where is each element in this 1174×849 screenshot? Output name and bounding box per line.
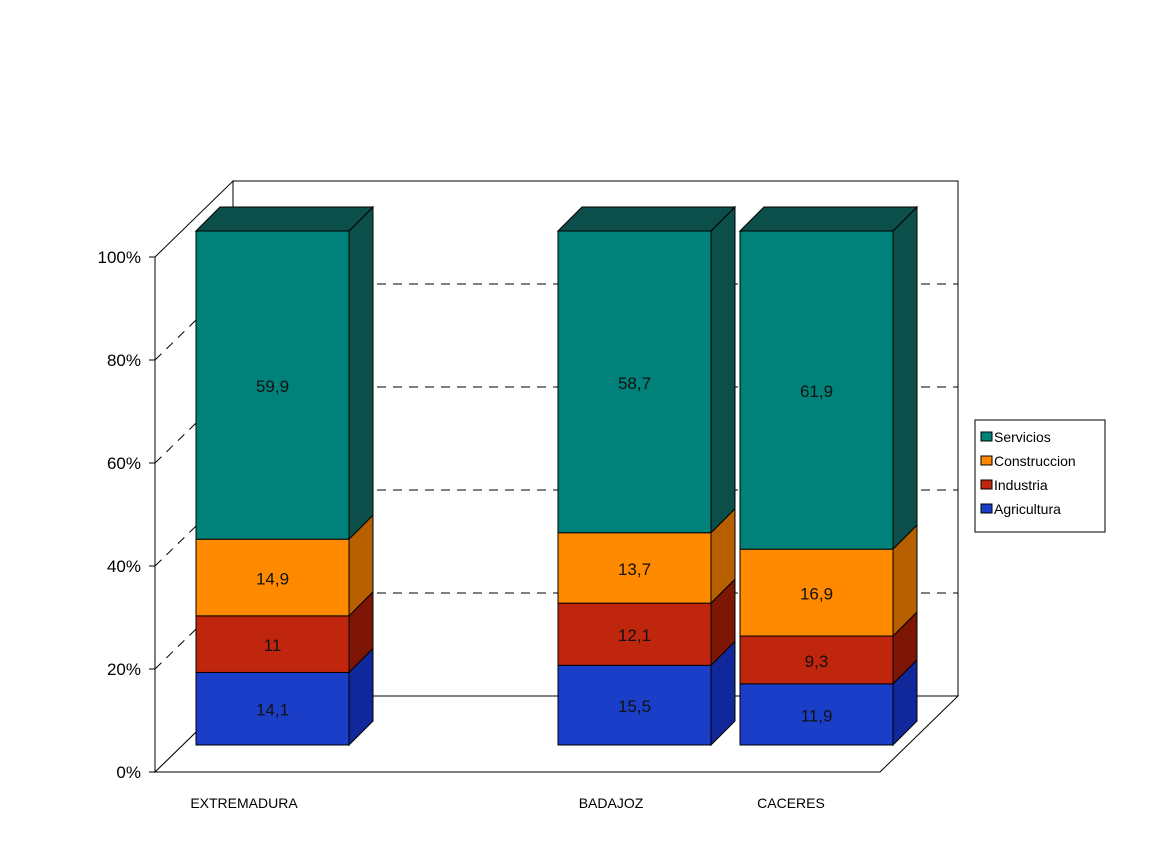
legend-box — [974, 419, 1106, 533]
bar-segment-servicios — [557, 230, 712, 534]
legend-label: Agricultura — [994, 501, 1061, 517]
bar-side-servicios — [348, 205, 374, 541]
bar-segment-construccion — [195, 538, 350, 617]
data-label: 9,3 — [805, 652, 829, 671]
data-label: 16,9 — [800, 585, 833, 604]
bar-segment-agricultura — [195, 671, 350, 746]
y-tick-label: 60% — [107, 454, 141, 473]
bar-top — [738, 206, 919, 232]
legend-swatch-servicios — [980, 431, 993, 442]
bar-side-servicios — [892, 205, 918, 551]
bar-segment-agricultura — [739, 683, 894, 746]
bar-segment-servicios — [195, 230, 350, 540]
y-tick-label: 80% — [107, 351, 141, 370]
data-label: 14,9 — [256, 570, 289, 589]
category-label: BADAJOZ — [579, 795, 644, 811]
y-tick-label: 20% — [107, 660, 141, 679]
y-tick-label: 40% — [107, 557, 141, 576]
data-label: 11,9 — [801, 706, 833, 725]
data-label: 12,1 — [618, 626, 651, 645]
bar-top — [194, 206, 375, 232]
data-label: 58,7 — [618, 374, 651, 393]
gridline-side — [154, 592, 234, 670]
bar-side-servicios — [710, 205, 736, 534]
bar-segment-industria — [557, 602, 712, 666]
data-label: 61,9 — [800, 382, 833, 401]
y-tick-label: 100% — [98, 248, 141, 267]
legend: Servicios Construccion Industria Agricultur… — [974, 419, 1106, 533]
data-label: 15,5 — [618, 697, 651, 716]
y-tick-label: 0% — [116, 763, 141, 782]
gridline-side — [154, 386, 234, 464]
legend-label: Construccion — [994, 453, 1076, 469]
legend-label: Industria — [994, 477, 1048, 493]
bar-segment-agricultura — [557, 664, 712, 746]
legend-swatch-agricultura — [980, 503, 993, 514]
data-label: 13,7 — [618, 560, 651, 579]
gridline-side — [154, 283, 234, 361]
bar-segment-industria — [739, 635, 894, 685]
legend-swatch-industria — [980, 479, 993, 490]
data-label: 14,1 — [256, 701, 289, 720]
legend-swatch-construccion — [980, 455, 993, 466]
category-label: EXTREMADURA — [190, 795, 298, 811]
legend-label: Servicios — [994, 429, 1051, 445]
data-label: 11 — [264, 636, 282, 655]
gridline-side — [154, 489, 234, 567]
data-label: 59,9 — [256, 377, 289, 396]
bar-segment-servicios — [739, 230, 894, 550]
bar-top — [556, 206, 737, 232]
category-label: CACERES — [757, 795, 825, 811]
chart-layer: 0% 20% 40% 60% 80% 100% 14,1 11 14,9 59,9 EXTREMAD… — [98, 179, 1106, 811]
bar-segment-construccion — [557, 532, 712, 604]
